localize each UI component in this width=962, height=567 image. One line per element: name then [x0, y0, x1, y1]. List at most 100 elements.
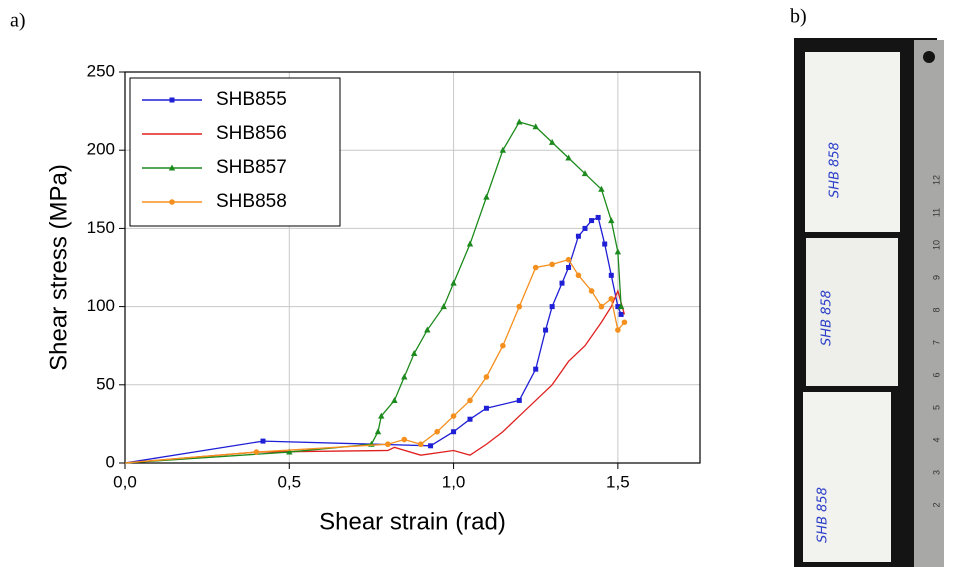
- marker: [467, 397, 473, 404]
- marker: [516, 303, 523, 310]
- legend-marker: [168, 164, 176, 171]
- ruler: [914, 40, 944, 567]
- marker: [417, 441, 424, 448]
- marker: [543, 327, 549, 333]
- marker: [532, 123, 539, 130]
- marker: [440, 303, 447, 310]
- legend-marker: [169, 199, 175, 205]
- marker: [450, 279, 457, 286]
- marker: [598, 185, 605, 192]
- marker: [575, 233, 581, 239]
- marker: [483, 405, 489, 411]
- ruler-number: 7: [931, 340, 941, 345]
- marker: [549, 261, 555, 268]
- y-tick-label: 0: [106, 452, 115, 471]
- marker: [500, 342, 506, 349]
- marker: [617, 303, 625, 310]
- marker: [615, 327, 621, 333]
- legend-marker: [169, 97, 175, 103]
- marker: [566, 265, 572, 270]
- marker: [401, 373, 408, 380]
- data-line: [124, 288, 626, 464]
- ruler-number: 12: [931, 175, 941, 185]
- x-tick-label: 0,0: [113, 472, 137, 491]
- ruler-number: 5: [931, 405, 941, 410]
- ruler-number: 8: [931, 307, 941, 312]
- y-axis-label: Shear stress (MPa): [45, 164, 72, 371]
- marker: [549, 304, 555, 310]
- marker: [565, 154, 572, 161]
- ruler-hole: [923, 51, 935, 63]
- marker: [565, 256, 572, 263]
- data-line: [124, 258, 625, 464]
- marker: [385, 441, 391, 448]
- ruler-number: 4: [931, 437, 941, 442]
- specimen-label: SHB 858: [828, 142, 843, 198]
- x-tick-label: 0,5: [277, 472, 301, 491]
- data-line: [124, 216, 622, 464]
- marker: [618, 311, 624, 317]
- ruler-number: 10: [931, 240, 941, 250]
- marker: [466, 240, 474, 247]
- marker: [608, 295, 615, 302]
- marker: [391, 396, 398, 403]
- marker: [450, 413, 457, 419]
- specimen-label: SHB 858: [820, 290, 835, 346]
- marker: [253, 449, 260, 455]
- marker: [467, 416, 473, 422]
- legend-label: SHB855: [216, 89, 287, 110]
- y-tick-label: 150: [87, 218, 115, 237]
- ruler-number: 6: [931, 372, 941, 377]
- marker: [260, 438, 266, 444]
- ruler-number: 3: [931, 470, 941, 475]
- panel-label: b): [790, 6, 807, 28]
- ruler-number: 9: [931, 275, 941, 280]
- marker: [516, 118, 523, 125]
- marker: [410, 350, 418, 357]
- marker: [582, 225, 588, 231]
- y-tick-label: 50: [96, 374, 115, 393]
- legend-label: SHB857: [216, 157, 287, 178]
- marker: [581, 170, 589, 177]
- marker: [608, 272, 614, 278]
- legend-label: SHB856: [216, 123, 287, 144]
- y-tick-label: 200: [87, 140, 115, 159]
- marker: [532, 264, 539, 271]
- marker: [548, 138, 556, 145]
- marker: [589, 218, 595, 224]
- specimen: [803, 392, 891, 562]
- marker: [621, 319, 628, 326]
- marker: [588, 288, 595, 294]
- marker: [483, 374, 490, 380]
- marker: [401, 436, 408, 443]
- marker: [483, 193, 490, 200]
- marker: [286, 448, 293, 455]
- y-tick-label: 250: [87, 61, 115, 80]
- marker: [378, 412, 385, 419]
- specimen-label: SHB 858: [816, 487, 831, 543]
- marker: [428, 443, 434, 449]
- specimen: [806, 238, 898, 386]
- panel-label: a): [10, 10, 26, 32]
- marker: [424, 326, 431, 333]
- marker: [559, 280, 565, 286]
- legend-label: SHB858: [216, 191, 287, 212]
- marker: [451, 429, 457, 435]
- marker: [434, 428, 440, 435]
- marker: [595, 214, 601, 220]
- ruler-number: 2: [931, 502, 941, 507]
- marker: [614, 248, 622, 255]
- y-tick-label: 100: [87, 296, 115, 315]
- x-axis-label: Shear strain (rad): [319, 508, 506, 535]
- marker: [516, 397, 522, 403]
- photo: SHB 858 SHB 858 SHB 858: [794, 38, 944, 567]
- marker: [608, 217, 615, 224]
- marker: [374, 428, 382, 435]
- marker: [499, 146, 507, 153]
- marker: [533, 366, 539, 372]
- marker: [598, 303, 605, 310]
- x-tick-label: 1,5: [606, 472, 630, 491]
- marker: [615, 304, 621, 310]
- marker: [602, 241, 608, 247]
